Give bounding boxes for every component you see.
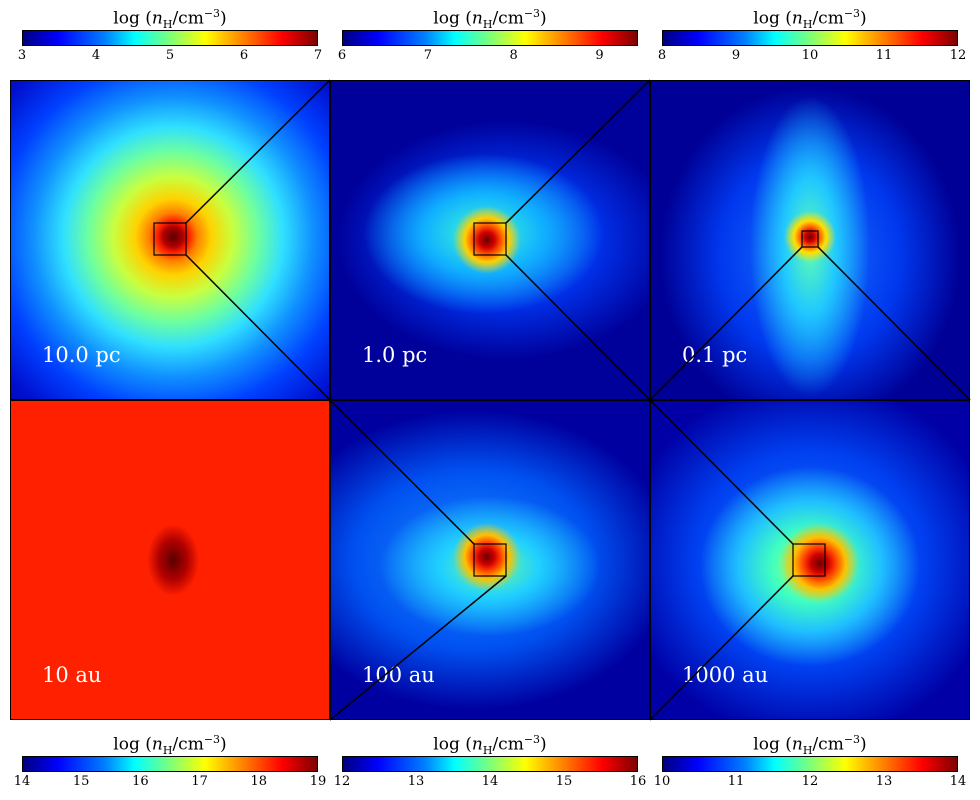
colorbar-title: log (nH/cm−3) (433, 7, 547, 32)
colorbar-tick-label: 6 (337, 48, 347, 63)
density-panel-1pc: 1.0 pc (330, 80, 650, 400)
colorbar-ticks: 8 9 10 11 12 (658, 48, 966, 66)
colorbar-tick-label: 15 (72, 774, 90, 789)
colorbar-tick-label: 3 (17, 48, 27, 63)
colorbar-gradient (342, 756, 638, 772)
colorbar-tick-label: 19 (309, 774, 327, 789)
colorbar-tick-label: 10 (801, 48, 819, 63)
colorbar-panel-1: log (nH/cm−3) 3 4 5 6 7 (18, 0, 322, 70)
colorbar-panel-5: log (nH/cm−3) 12 13 14 15 16 (334, 728, 647, 798)
colorbar-ticks: 12 13 14 15 16 (334, 774, 647, 792)
colorbar-gradient (22, 30, 318, 46)
density-panel-100au: 100 au (330, 400, 650, 720)
colorbar-tick-label: 9 (595, 48, 604, 63)
density-panel-1000au: 1000 au (650, 400, 970, 720)
colorbar-panel-2: log (nH/cm−3) 6 7 8 9 (338, 0, 638, 70)
colorbar-tick-label: 6 (239, 48, 249, 63)
colorbar-gradient (342, 30, 638, 46)
colorbar-tick-label: 18 (250, 774, 268, 789)
colorbar-ticks: 10 11 12 13 14 (654, 774, 967, 792)
colorbar-ticks: 3 4 5 6 7 (18, 48, 322, 66)
colorbar-ticks: 14 15 16 17 18 19 (14, 774, 327, 792)
colorbar-gradient (662, 756, 958, 772)
scale-label: 10 au (42, 663, 102, 687)
scale-label: 100 au (362, 663, 435, 687)
density-panel-10pc: 10.0 pc (10, 80, 330, 400)
colorbar-tick-label: 11 (727, 774, 745, 789)
scale-label: 1000 au (682, 663, 769, 687)
colorbar-title: log (nH/cm−3) (113, 733, 227, 758)
colorbar-tick-label: 7 (423, 48, 432, 63)
scale-label: 1.0 pc (362, 343, 428, 367)
colorbar-title: log (nH/cm−3) (113, 7, 227, 32)
colorbar-tick-label: 10 (653, 774, 671, 789)
colorbar-tick-label: 8 (509, 48, 518, 63)
colorbar-gradient (662, 30, 958, 46)
colorbar-tick-label: 8 (657, 48, 667, 63)
colorbar-tick-label: 13 (875, 774, 893, 789)
scale-label: 0.1 pc (682, 343, 748, 367)
colorbar-title: log (nH/cm−3) (433, 733, 547, 758)
colorbar-tick-label: 12 (333, 774, 351, 789)
colorbar-title: log (nH/cm−3) (753, 7, 867, 32)
colorbar-tick-label: 16 (629, 774, 647, 789)
scale-label: 10.0 pc (42, 343, 121, 367)
colorbar-tick-label: 16 (132, 774, 149, 789)
colorbar-tick-label: 14 (13, 774, 31, 789)
colorbar-tick-label: 4 (91, 48, 101, 63)
density-panel-10au: 10 au (10, 400, 330, 720)
colorbar-tick-label: 12 (949, 48, 967, 63)
colorbar-panel-6: log (nH/cm−3) 10 11 12 13 14 (654, 728, 967, 798)
density-field (10, 400, 330, 720)
colorbar-tick-label: 9 (731, 48, 741, 63)
colorbar-panel-3: log (nH/cm−3) 8 9 10 11 12 (658, 0, 966, 70)
colorbar-tick-label: 14 (949, 774, 967, 789)
colorbar-tick-label: 13 (407, 774, 425, 789)
colorbar-panel-4: log (nH/cm−3) 14 15 16 17 18 19 (14, 728, 327, 798)
colorbar-title: log (nH/cm−3) (753, 733, 867, 758)
colorbar-tick-label: 15 (555, 774, 573, 789)
colorbar-tick-label: 17 (191, 774, 208, 789)
colorbar-tick-label: 5 (165, 48, 175, 63)
colorbar-ticks: 6 7 8 9 (338, 48, 638, 66)
density-panel-0.1pc: 0.1 pc (650, 80, 970, 400)
colorbar-tick-label: 7 (313, 48, 323, 63)
colorbar-tick-label: 11 (875, 48, 893, 63)
colorbar-tick-label: 14 (481, 774, 499, 789)
colorbar-gradient (22, 756, 318, 772)
colorbar-tick-label: 12 (801, 774, 819, 789)
